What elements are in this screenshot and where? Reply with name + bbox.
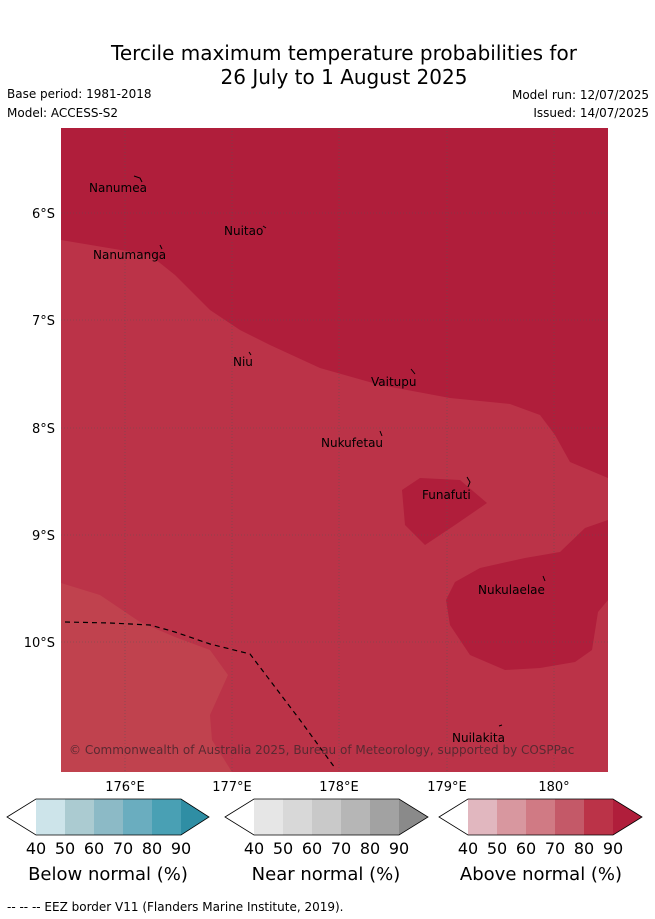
cb-seg — [613, 799, 642, 835]
cb-tick: 80 — [574, 839, 594, 858]
cb-tick: 70 — [331, 839, 351, 858]
cb-tick: 60 — [516, 839, 536, 858]
lon-tick: 179°E — [427, 780, 467, 795]
lat-tick: 7°S — [32, 314, 55, 329]
place-label: Nukulaelae — [478, 583, 545, 597]
island-vaitupu — [410, 368, 416, 375]
cb-tick: 40 — [244, 839, 264, 858]
place-label: Funafuti — [422, 488, 471, 502]
place-label: Niu — [233, 355, 253, 369]
region-80-90-funafuti — [402, 478, 487, 545]
cb-tick: 50 — [55, 839, 75, 858]
cb-label: Above normal (%) — [460, 864, 622, 885]
place-label: Nanumanga — [93, 248, 166, 262]
cb-seg — [312, 799, 341, 835]
cb-tick: 50 — [273, 839, 293, 858]
colorbar-near-normal: 40 50 60 70 80 90 Near normal (%) — [224, 798, 429, 885]
cb-seg — [94, 799, 123, 835]
cb-seg — [439, 799, 468, 835]
cb-seg — [36, 799, 65, 835]
cb-seg — [370, 799, 399, 835]
lon-tick: 178°E — [319, 780, 359, 795]
cb-seg — [225, 799, 254, 835]
island-funafuti — [466, 476, 471, 488]
lon-tick: 177°E — [212, 780, 252, 795]
place-label: Nukufetau — [321, 436, 383, 450]
lon-tick: 176°E — [105, 780, 145, 795]
lon-tick: 180° — [538, 780, 569, 795]
island-nuilakita — [498, 724, 503, 727]
island-niu — [248, 351, 252, 356]
copyright-text: © Commonwealth of Australia 2025, Bureau… — [69, 743, 574, 757]
cb-seg — [399, 799, 428, 835]
cb-seg — [468, 799, 497, 835]
cb-seg — [152, 799, 181, 835]
map-panel: Nanumea Nuitao Nanumanga Niu Vaitupu Nuk… — [61, 128, 608, 772]
cb-label: Below normal (%) — [28, 864, 188, 885]
title-line-2: 26 July to 1 August 2025 — [220, 65, 468, 89]
cb-tick: 90 — [603, 839, 623, 858]
cb-seg — [181, 799, 209, 835]
eez-footnote: -- -- -- EEZ border V11 (Flanders Marine… — [7, 900, 344, 914]
lat-tick: 9°S — [32, 529, 55, 544]
cb-seg — [526, 799, 555, 835]
eez-border — [64, 621, 336, 769]
cb-tick: 50 — [487, 839, 507, 858]
cb-seg — [497, 799, 526, 835]
region-60-70 — [61, 583, 232, 772]
cb-tick: 80 — [360, 839, 380, 858]
island-nanumanga — [159, 244, 163, 250]
island-nukufetau — [379, 430, 383, 437]
colorbar-below-normal: 40 50 60 70 80 90 Below normal (%) — [6, 798, 210, 885]
cb-seg — [584, 799, 613, 835]
cb-tick: 70 — [545, 839, 565, 858]
cb-tick: 60 — [302, 839, 322, 858]
region-80-90-southeast — [446, 520, 608, 670]
cb-tick: 80 — [142, 839, 162, 858]
island-nanumea — [133, 175, 143, 183]
issued-date: Issued: 14/07/2025 — [533, 106, 649, 120]
model-name: Model: ACCESS-S2 — [7, 106, 119, 120]
place-label: Nanumea — [89, 181, 147, 195]
cb-tick: 70 — [113, 839, 133, 858]
cb-label: Near normal (%) — [252, 864, 401, 885]
colorbar-above-normal: 40 50 60 70 80 90 Above normal (%) — [438, 798, 643, 885]
cb-seg — [341, 799, 370, 835]
island-nukulaelae — [542, 575, 546, 582]
island-nuitao — [262, 225, 267, 229]
cb-tick: 60 — [84, 839, 104, 858]
cb-seg — [254, 799, 283, 835]
cb-tick: 90 — [389, 839, 409, 858]
page-title: Tercile maximum temperature probabilitie… — [0, 41, 655, 89]
island-marks — [133, 175, 546, 727]
cb-tick: 40 — [26, 839, 46, 858]
base-period: Base period: 1981-2018 — [7, 87, 152, 101]
cb-seg — [555, 799, 584, 835]
cb-tick: 40 — [458, 839, 478, 858]
lat-tick: 6°S — [32, 207, 55, 222]
cb-seg — [123, 799, 152, 835]
model-run: Model run: 12/07/2025 — [511, 88, 649, 102]
place-label: Vaitupu — [371, 375, 417, 389]
cb-seg — [283, 799, 312, 835]
gridlines — [61, 128, 608, 772]
lat-tick: 8°S — [32, 422, 55, 437]
place-label: Nuitao — [224, 224, 263, 238]
cb-seg — [7, 799, 36, 835]
cb-seg — [65, 799, 94, 835]
lat-tick: 10°S — [24, 636, 55, 651]
cb-tick: 90 — [171, 839, 191, 858]
place-label: Nuilakita — [452, 731, 505, 745]
title-line-1: Tercile maximum temperature probabilitie… — [111, 41, 577, 65]
